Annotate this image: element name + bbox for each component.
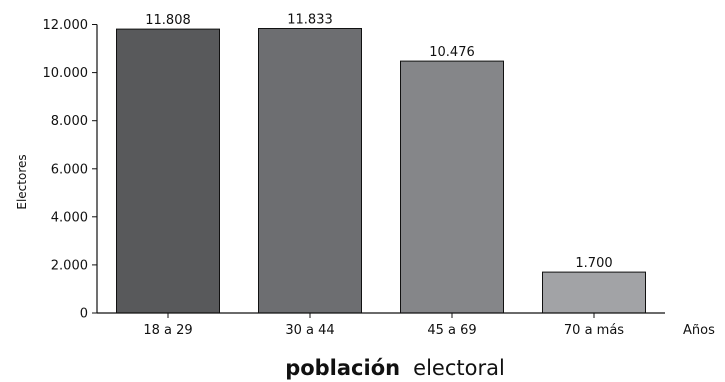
x-tick-label: 45 a 69 <box>427 323 476 338</box>
y-tick-label: 4.000 <box>51 210 88 225</box>
bar <box>542 271 646 314</box>
bar-value-label: 11.833 <box>287 13 333 28</box>
x-tick-label: 70 a más <box>564 323 624 338</box>
bar <box>400 60 504 314</box>
bar <box>258 28 362 314</box>
y-tick-label: 0 <box>80 307 88 322</box>
chart-title: población electoral <box>285 356 505 380</box>
x-tick-label: 18 a 29 <box>143 323 192 338</box>
y-tick-label: 6.000 <box>51 162 88 177</box>
labels-group: 11.808 18 a 29 11.833 30 a 44 10.476 45 a 69 1… <box>43 13 625 339</box>
bar <box>116 28 220 314</box>
bar-value-label: 10.476 <box>429 45 475 60</box>
chart-title-bold: población <box>285 356 400 380</box>
x-tick-label: 30 a 44 <box>285 323 334 338</box>
axes-group <box>92 24 665 318</box>
bar-value-label: 1.700 <box>575 256 612 271</box>
y-tick-label: 12.000 <box>43 18 89 33</box>
y-tick-label: 8.000 <box>51 114 88 129</box>
y-tick-label: 10.000 <box>43 66 89 81</box>
x-axis-unit-label: Años <box>683 323 715 338</box>
bar-value-label: 11.808 <box>145 13 191 28</box>
y-axis-title: Electores <box>15 154 29 209</box>
bars-group <box>116 28 646 314</box>
chart-title-rest: electoral <box>413 356 505 380</box>
y-tick-label: 2.000 <box>51 258 88 273</box>
